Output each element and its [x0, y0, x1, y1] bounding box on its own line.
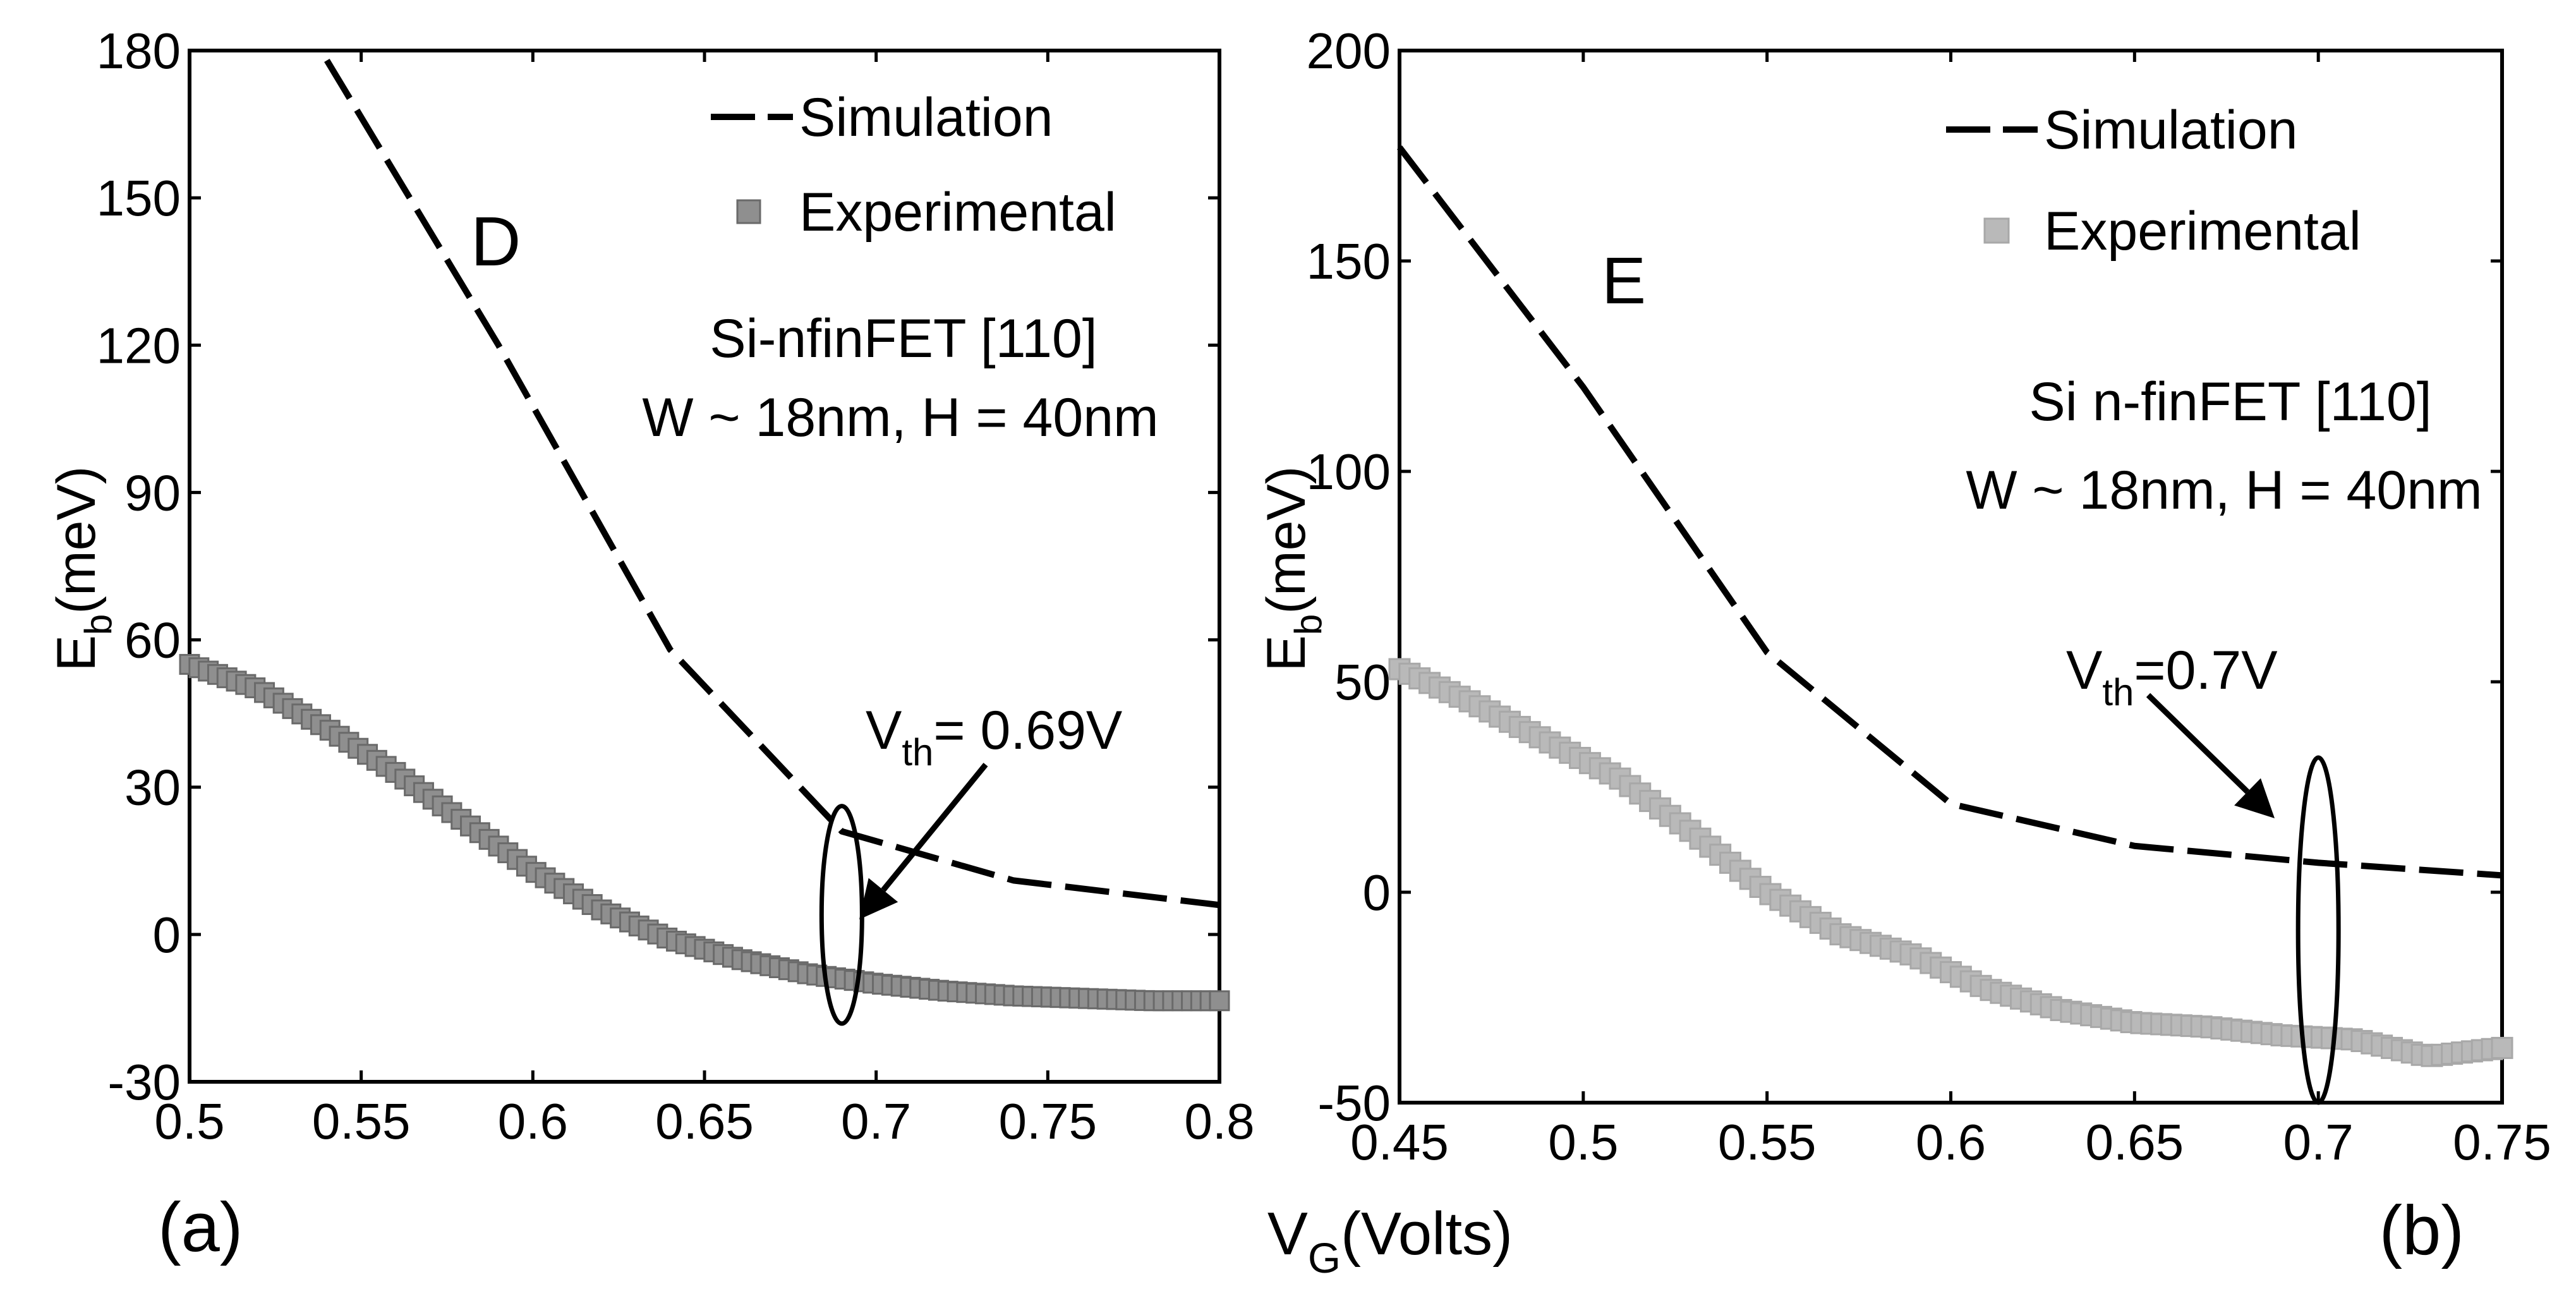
- panel-label: (a): [158, 1189, 243, 1266]
- x-tick-label: 0.6: [1916, 1114, 1986, 1170]
- x-axis-label: VG(Volts): [1267, 1200, 1513, 1282]
- legend-simulation-label: Simulation: [2044, 100, 2298, 160]
- series-simulation: [324, 58, 1220, 909]
- legend-experimental-swatch: [1983, 217, 2010, 244]
- legend-experimental-label: Experimental: [2044, 201, 2361, 262]
- panel-letter: D: [471, 203, 521, 281]
- vth-label: Vth= 0.69V: [866, 700, 1122, 773]
- x-tick-label: 0.5: [1548, 1114, 1618, 1170]
- y-axis-label: Eb(meV): [1256, 466, 1329, 672]
- dimensions-label: W ~ 18nm, H = 40nm: [1966, 460, 2482, 521]
- x-tick-label: 0.6: [498, 1093, 568, 1149]
- vth-ellipse: [819, 804, 864, 1026]
- y-tick-label: 100: [1307, 444, 1391, 500]
- device-label: Si n-finFET [110]: [2029, 372, 2431, 432]
- y-axis-label: Eb(meV): [46, 466, 119, 672]
- series-simulation: [1397, 145, 2503, 879]
- x-tick-label: 0.75: [998, 1093, 1097, 1149]
- x-tick-label: 0.55: [1718, 1114, 1817, 1170]
- vth-arrowhead: [2234, 778, 2275, 818]
- y-tick-label: 50: [1334, 654, 1391, 710]
- x-tick-label: 0.65: [2085, 1114, 2184, 1170]
- x-tick-label: 0.7: [841, 1093, 911, 1149]
- series-experimental: [1388, 658, 2513, 1067]
- y-tick-label: 0: [153, 907, 181, 963]
- panel-letter: E: [1602, 244, 1646, 318]
- y-tick-label: 60: [124, 612, 181, 669]
- x-tick-label: 0.7: [2283, 1114, 2354, 1170]
- y-tick-label: 0: [1363, 864, 1391, 921]
- x-tick-label: 0.55: [312, 1093, 411, 1149]
- y-tick-label: 120: [97, 317, 181, 373]
- y-tick-label: 150: [97, 170, 181, 226]
- series-experimental: [179, 653, 1230, 1012]
- x-tick-label: 0.65: [655, 1093, 754, 1149]
- y-tick-label: 30: [124, 760, 181, 816]
- vth-arrow: [2146, 693, 2250, 794]
- experimental-point: [2491, 1036, 2513, 1059]
- panel-b: 0.45 0.5 0.55 0.6 0.65 0.7 0.75 -50 0 50 100 150 200…: [1256, 23, 2551, 1269]
- x-tick-label: 0.75: [2453, 1114, 2551, 1170]
- panel-a: 0.5 0.55 0.6 0.65 0.7 0.75 0.8 -30 0 30 60 90 120 150…: [46, 23, 1255, 1266]
- x-tick-label: 0.45: [1350, 1114, 1449, 1170]
- y-tick-label: 180: [97, 23, 181, 79]
- dimensions-label: W ~ 18nm, H = 40nm: [642, 387, 1158, 448]
- panel-label: (b): [2379, 1192, 2464, 1269]
- y-tick-label: 150: [1307, 233, 1391, 289]
- device-label: Si-nfinFET [110]: [710, 308, 1097, 369]
- vth-arrow: [881, 763, 988, 892]
- y-tick-label: 200: [1307, 23, 1391, 79]
- legend: Simulation Experimental: [1946, 100, 2361, 262]
- experimental-point: [1209, 990, 1230, 1012]
- x-tick-label: 0.8: [1184, 1093, 1254, 1149]
- legend-simulation-label: Simulation: [799, 87, 1053, 148]
- y-tick-label: -50: [1317, 1075, 1391, 1131]
- shared-labels: VG(Volts): [1267, 1200, 1513, 1282]
- vth-label: Vth=0.7V: [2066, 640, 2278, 713]
- y-tick-label: -30: [107, 1054, 181, 1110]
- legend-experimental-swatch: [736, 199, 761, 224]
- vth-arrowhead: [859, 878, 898, 919]
- vth-ellipse: [2295, 755, 2341, 1105]
- legend: Simulation Experimental: [711, 87, 1116, 243]
- x-tick-label: 0.5: [154, 1093, 224, 1149]
- legend-experimental-label: Experimental: [799, 182, 1116, 243]
- y-tick-label: 90: [124, 464, 181, 521]
